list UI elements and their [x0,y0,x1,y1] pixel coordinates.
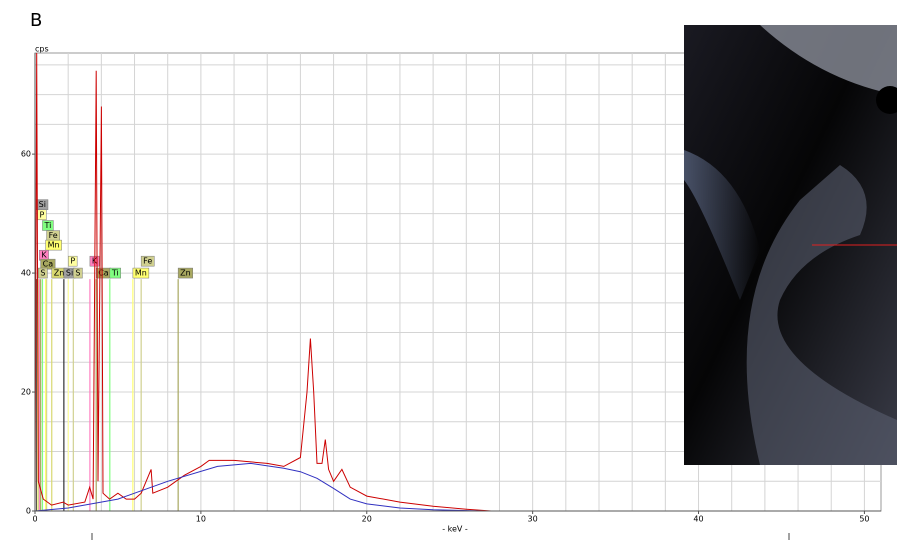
element-tag-box [132,267,150,279]
element-tag-box [38,267,48,279]
series-line [34,462,483,512]
element-label: Ca [98,269,109,278]
element-tag: Mn [132,267,150,279]
element-label: Mn [135,269,147,278]
y-tick-label: 0 [26,507,31,516]
x-tick-label: 30 [528,515,538,524]
element-tag: S [73,267,83,279]
element-label: Zn [54,269,65,278]
y-tick-label: 20 [21,388,31,397]
element-tag-box [68,255,78,267]
element-tag: Ti [42,220,54,231]
element-tag-box [45,239,62,251]
element-label: Ti [111,269,119,278]
element-label: Mn [48,241,60,250]
element-tag: Zn [177,267,193,279]
element-tag: Mn [45,239,62,251]
photo-inset [684,25,897,465]
element-tag: Fe [140,255,155,267]
x-tick-label: 20 [362,515,372,524]
element-tag: Ti [109,267,121,279]
element-tag-box [177,267,193,279]
element-label: Ca [43,260,54,269]
x-tick-label: 0 [32,515,37,524]
element-label: Si [39,200,46,209]
element-tag: Ca [40,258,56,270]
element-label: Ti [43,221,51,230]
element-tag-box [109,267,121,279]
x-tick-label: 10 [196,515,206,524]
element-label: S [40,269,45,278]
x-tick-label: 50 [859,515,869,524]
element-tag-box [140,255,155,267]
element-label: S [75,269,80,278]
element-tag: Ca [95,267,111,279]
series-line [34,52,492,512]
element-tag: P [68,255,78,267]
y-tick-label: 40 [21,269,31,278]
element-tag: Si [36,199,49,210]
element-tag: Fe [46,230,60,241]
element-label: Fe [49,231,58,240]
y-axis-label: cps [35,45,49,54]
element-label: Zn [180,269,191,278]
panel-label: B [30,10,42,31]
x-tick-label: 40 [693,515,703,524]
element-label: Fe [143,257,152,266]
element-tag-box [73,267,83,279]
element-label: P [70,257,75,266]
element-label: P [39,210,44,219]
element-tag: P [37,209,47,221]
element-label: K [41,251,47,260]
element-tag: S [38,267,48,279]
x-axis-label: - keV - [442,525,468,534]
element-label: Si [66,269,73,278]
element-tag-box [40,258,56,270]
y-tick-label: 60 [21,150,31,159]
